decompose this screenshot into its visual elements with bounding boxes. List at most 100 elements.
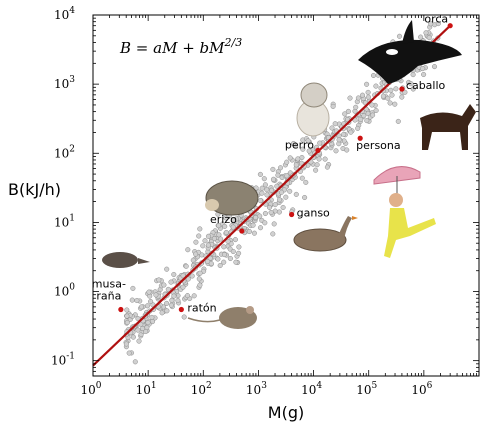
animal-label-line: perro (285, 138, 314, 151)
cloud-point (180, 273, 186, 279)
cloud-point (189, 273, 195, 279)
cloud-point (389, 92, 395, 98)
animal-label: orca (424, 13, 448, 26)
cloud-point (364, 81, 370, 87)
cloud-point (333, 148, 339, 154)
cloud-point (287, 155, 293, 161)
x-tick-label: 100 (80, 381, 101, 397)
cloud-point (355, 95, 361, 101)
cloud-point (353, 104, 359, 110)
y-tick-exp: -1 (66, 352, 75, 362)
cloud-point (205, 258, 211, 264)
cloud-point (365, 94, 371, 100)
cloud-point (396, 33, 403, 39)
animal-label-line: erizo (210, 213, 237, 226)
cloud-point (276, 197, 283, 203)
cloud-point (135, 316, 141, 322)
cloud-point (284, 159, 290, 165)
animal-label-line: persona (356, 139, 400, 152)
cloud-point (402, 89, 408, 95)
cloud-point (435, 21, 441, 27)
y-tick-exp: 4 (69, 6, 75, 16)
highlight-point (357, 135, 363, 141)
cloud-point (348, 129, 354, 135)
cloud-point (205, 242, 211, 248)
cloud-point (181, 314, 187, 320)
formula-text: B = aM + bM2/3 (119, 36, 242, 57)
cloud-point (270, 231, 276, 237)
x-tick-base: 10 (246, 383, 261, 397)
cloud-point (270, 166, 276, 172)
animal-label: erizo (210, 213, 237, 226)
cloud-point (184, 293, 191, 299)
hedgehog-face (205, 199, 219, 211)
cloud-point (196, 233, 202, 239)
cloud-point (365, 89, 371, 95)
cloud-point (287, 188, 293, 194)
cloud-point (322, 156, 328, 162)
cloud-point (197, 270, 203, 276)
highlight-point (289, 211, 295, 218)
cloud-point (191, 293, 197, 299)
cloud-point (329, 125, 335, 131)
cloud-point (129, 297, 135, 303)
cloud-point (253, 214, 259, 221)
cloud-point (149, 314, 155, 320)
cloud-point (183, 263, 189, 269)
cloud-point (276, 209, 282, 215)
cloud-point (130, 285, 136, 291)
cloud-point (392, 101, 398, 107)
cloud-point (251, 230, 257, 236)
cloud-point (380, 93, 386, 99)
plot-frame (92, 14, 480, 377)
cloud-point (332, 121, 338, 127)
cloud-point (420, 66, 426, 72)
cloud-point (275, 172, 281, 178)
cloud-point (190, 257, 196, 263)
cloud-point (303, 179, 309, 185)
cloud-point (300, 146, 306, 152)
cloud-point (299, 175, 305, 181)
cloud-point (290, 140, 297, 147)
x-tick-exp: 0 (96, 381, 102, 391)
orca-body (358, 39, 462, 84)
shrew-picture (102, 252, 150, 268)
x-tick-base: 10 (136, 383, 151, 397)
horse-picture (420, 104, 476, 150)
animal-label-line: musa- (92, 277, 126, 290)
cloud-point (132, 359, 138, 365)
cloud-point (264, 187, 270, 193)
cloud-point (364, 118, 370, 124)
cloud-point (230, 248, 236, 255)
cloud-point (225, 238, 231, 244)
cloud-point (395, 118, 401, 124)
cloud-point (140, 325, 146, 332)
cloud-point (221, 252, 228, 258)
highlight-point (315, 147, 321, 154)
orca-picture (358, 20, 462, 84)
x-tick-base: 10 (411, 383, 426, 397)
y-tick-exp: 1 (69, 213, 75, 223)
cloud-point (208, 261, 214, 267)
y-tick-label: 100 (54, 283, 75, 299)
cloud-point (295, 156, 301, 162)
cloud-point (388, 87, 394, 93)
cloud-point (222, 223, 228, 229)
goose-picture (293, 216, 358, 252)
cloud-point (418, 34, 424, 40)
cloud-point (278, 189, 285, 195)
y-tick-base: 10 (54, 215, 69, 229)
cloud-point (168, 279, 174, 285)
goose-neck (338, 216, 352, 240)
x-axis-label: M(g) (268, 403, 304, 422)
cloud-point (373, 83, 379, 89)
cloud-point (272, 202, 278, 208)
person-head (389, 193, 403, 207)
cloud-point (266, 204, 273, 210)
cloud-point (250, 222, 256, 228)
cloud-point (236, 250, 242, 256)
x-tick-label: 105 (356, 381, 377, 397)
cloud-point (124, 313, 130, 319)
cloud-point (197, 282, 203, 288)
